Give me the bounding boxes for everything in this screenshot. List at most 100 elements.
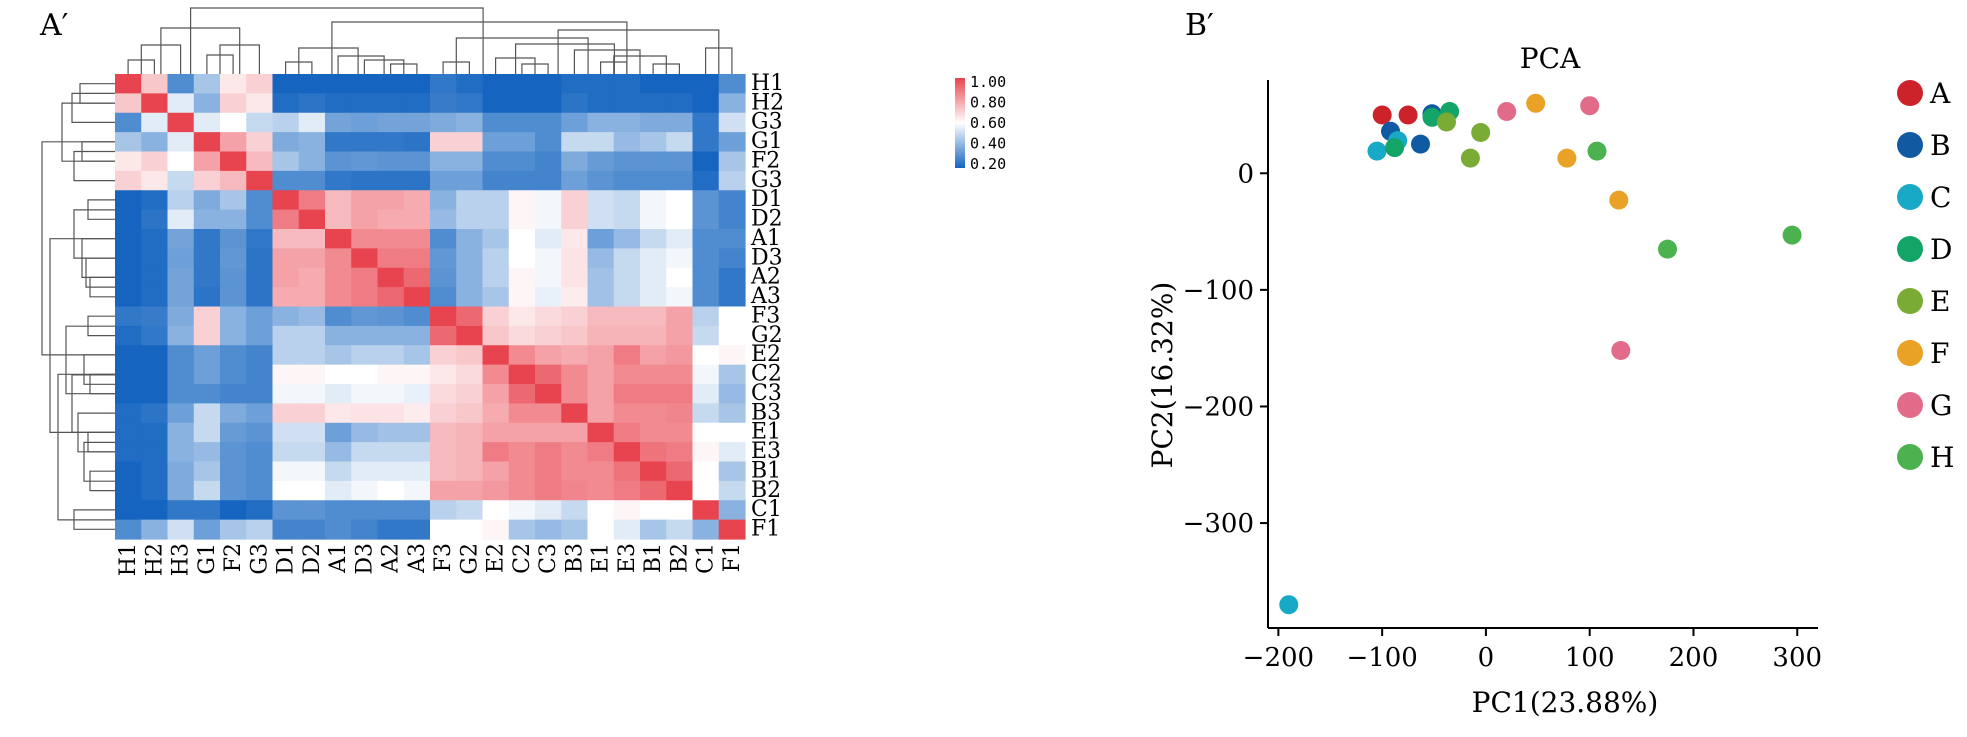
legend-label-a: A — [1929, 77, 1951, 110]
heatmap-cell-e2-d3 — [351, 345, 379, 366]
heatmap-cell-b2-b2 — [666, 480, 694, 501]
heatmap-cell-g2-d2 — [298, 325, 326, 346]
heatmap-cells — [115, 74, 746, 540]
heatmap-cell-e1-g1 — [193, 422, 221, 443]
heatmap-cell-f1-g3 — [246, 519, 274, 540]
heatmap-cell-f3-e1 — [587, 306, 615, 327]
heatmap-cell-g1-h1 — [115, 132, 142, 153]
heatmap-cell-g3-g3 — [246, 170, 274, 191]
heatmap-cell-e2-c1 — [692, 345, 720, 366]
heatmap-cell-g2-g1 — [193, 325, 221, 346]
heatmap-cell-b3-g2 — [456, 403, 484, 424]
heatmap-cell-g2-f1 — [718, 325, 746, 346]
heatmap-cell-d3-f2 — [220, 248, 247, 269]
heatmap-cell-c3-g3 — [246, 384, 274, 404]
heatmap-cell-a3-a2 — [377, 287, 405, 308]
pca-point-c — [1367, 141, 1387, 161]
heatmap-cell-h3-e3 — [613, 112, 641, 133]
heatmap-row-label: D1 — [751, 187, 783, 212]
color-scale-tick-label: 0.20 — [970, 155, 1006, 173]
heatmap-cell-e3-g1 — [193, 442, 221, 463]
heatmap-cell-h1-d3 — [351, 74, 379, 94]
heatmap-cell-g3-d1 — [272, 170, 300, 191]
heatmap-cell-d1-a2 — [377, 190, 405, 211]
heatmap-column-label: C3 — [536, 543, 561, 574]
heatmap-cell-f1-e2 — [482, 519, 510, 540]
heatmap-cell-f3-c3 — [535, 306, 562, 327]
heatmap-cell-d3-h1 — [115, 248, 142, 269]
heatmap-cell-c1-b3 — [561, 500, 589, 521]
heatmap-cell-f3-e3 — [613, 306, 641, 327]
heatmap-cell-d2-g3 — [246, 209, 274, 230]
heatmap-column-label: G1 — [195, 543, 220, 575]
heatmap-cell-b1-f1 — [718, 461, 746, 482]
heatmap-cell-b3-e1 — [587, 403, 615, 424]
heatmap-cell-f2-e2 — [482, 151, 510, 172]
pca-x-tick-label: −200 — [1243, 643, 1314, 673]
heatmap-cell-f3-b3 — [561, 306, 589, 327]
heatmap-cell-b2-g2 — [456, 480, 484, 501]
pca-point-g — [1497, 102, 1517, 121]
heatmap-cell-e3-e2 — [482, 442, 510, 463]
heatmap-cell-e2-a3 — [403, 345, 431, 366]
heatmap-column-label: A1 — [326, 543, 351, 574]
heatmap-cell-h3-f1 — [718, 112, 746, 133]
heatmap-cell-g2-a2 — [377, 325, 405, 346]
heatmap-cell-e2-b2 — [666, 345, 694, 366]
legend-label-f: F — [1930, 337, 1949, 370]
heatmap-row-label: H1 — [751, 71, 784, 96]
heatmap-cell-g3-h1 — [115, 170, 142, 191]
heatmap-row-label: A2 — [750, 265, 781, 290]
heatmap-cell-e2-h3 — [167, 345, 195, 366]
heatmap-cell-h3-f2 — [220, 112, 247, 133]
legend-marker-h — [1897, 444, 1923, 470]
heatmap-cell-f1-b2 — [666, 519, 694, 540]
legend-marker-e — [1897, 288, 1923, 314]
heatmap-cell-e2-f2 — [220, 345, 247, 366]
heatmap-cell-g3-g1 — [193, 170, 221, 191]
heatmap-cell-b2-b3 — [561, 480, 589, 501]
heatmap-column-label: F1 — [720, 543, 745, 572]
heatmap-cell-h1-e2 — [482, 74, 510, 94]
heatmap-cell-g3-a2 — [377, 170, 405, 191]
heatmap-cell-b1-h2 — [141, 461, 169, 482]
heatmap-cell-e2-c3 — [535, 345, 562, 366]
pca-points — [1279, 93, 1802, 615]
heatmap-cell-c1-f1 — [718, 500, 746, 521]
heatmap-cell-a1-b1 — [640, 229, 667, 249]
pca-x-tick-label: 200 — [1669, 643, 1719, 673]
column-dendrogram-link — [557, 29, 720, 74]
heatmap-cell-d2-h2 — [141, 209, 169, 230]
heatmap-cell-h2-h2 — [141, 93, 169, 114]
heatmap-cell-a3-h2 — [141, 287, 169, 308]
heatmap-cell-f2-a1 — [325, 151, 352, 172]
heatmap-cell-c2-d1 — [272, 364, 300, 385]
heatmap-column-label: H2 — [142, 543, 167, 576]
pca-x-axis-label: PC1(23.88%) — [1472, 686, 1659, 719]
heatmap-cell-d1-b3 — [561, 190, 589, 211]
heatmap-row-label: F2 — [751, 148, 780, 173]
heatmap-cell-c1-c1 — [692, 500, 720, 521]
heatmap-cell-c2-b3 — [561, 364, 589, 385]
heatmap-cell-d3-f1 — [718, 248, 746, 269]
heatmap-cell-g1-e3 — [613, 132, 641, 153]
heatmap-cell-h1-g3 — [246, 74, 274, 94]
heatmap-cell-a2-d3 — [351, 267, 379, 288]
heatmap-cell-a2-b2 — [666, 267, 694, 288]
heatmap-cell-e1-f1 — [718, 422, 746, 443]
heatmap-cell-h1-h2 — [141, 74, 169, 94]
heatmap-cell-e3-f3 — [430, 442, 457, 463]
pca-point-d — [1422, 107, 1442, 127]
pca-y-axis-label: PC2(16.32%) — [1146, 282, 1179, 469]
heatmap-cell-b1-a1 — [325, 461, 352, 482]
heatmap-cell-a1-e1 — [587, 229, 615, 249]
heatmap-cell-b2-c1 — [692, 480, 720, 501]
heatmap-cell-h3-h2 — [141, 112, 169, 133]
legend-label-e: E — [1930, 285, 1950, 318]
heatmap-cell-a1-c3 — [535, 229, 562, 249]
heatmap-cell-a3-b2 — [666, 287, 694, 308]
heatmap-cell-c2-b2 — [666, 364, 694, 385]
heatmap-cell-f2-h1 — [115, 151, 142, 172]
heatmap-cell-h3-f3 — [430, 112, 457, 133]
